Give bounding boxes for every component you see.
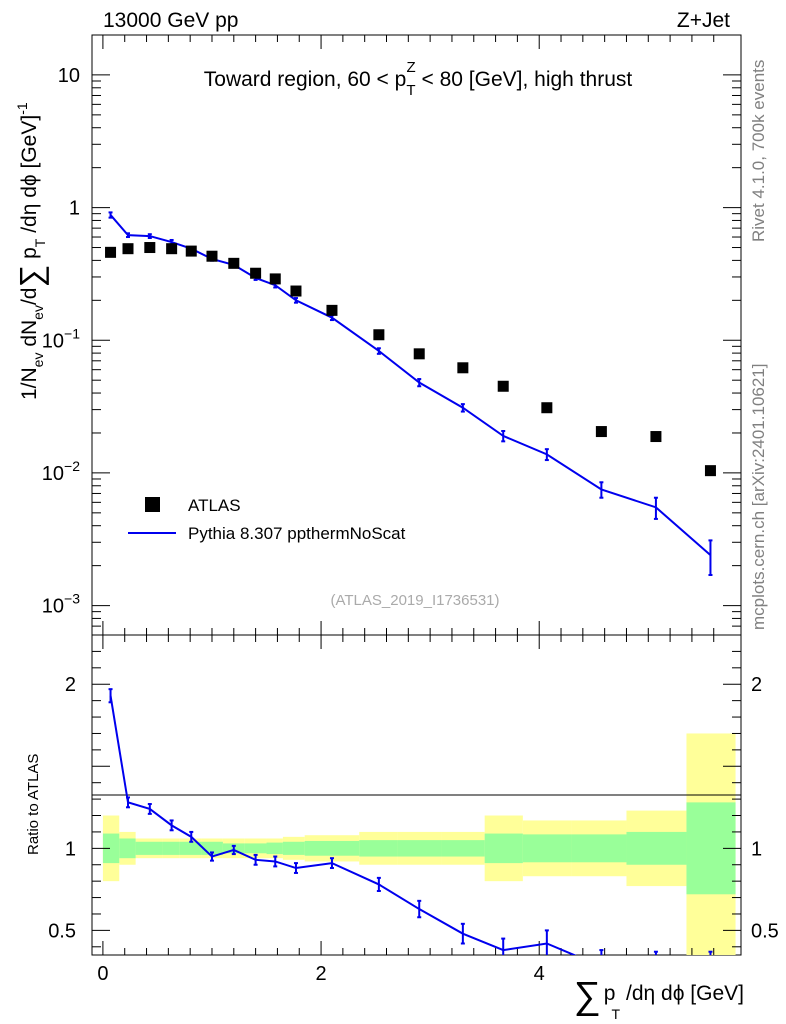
y-tick-base: 10 <box>42 463 64 485</box>
ratio-band-inner <box>102 802 736 895</box>
data-point <box>228 257 240 269</box>
data-point <box>413 348 425 360</box>
ylabel-p4: ev <box>30 305 46 320</box>
ratio-y-label: Ratio to ATLAS <box>25 754 42 855</box>
process-label: Z+Jet <box>677 9 730 32</box>
energy-label: 13000 GeV pp <box>103 9 238 32</box>
ratio-band-inner-bin <box>522 834 572 863</box>
y-tick-base: 10 <box>42 596 64 618</box>
y-tick-base: 10 <box>42 330 64 352</box>
title-part-1: Toward region, 60 < p <box>204 68 407 91</box>
ratio-y-tick-label-right: 2 <box>751 674 762 696</box>
data-point <box>166 243 178 255</box>
data-point <box>290 285 302 297</box>
ratio-band-inner-bin <box>571 834 627 863</box>
y-tick-label: 1 <box>69 198 80 220</box>
ratio-band-inner-bin <box>135 841 163 855</box>
y-tick-exp: −1 <box>64 325 80 341</box>
ratio-band-inner-bin <box>626 831 687 865</box>
ylabel-p5: /d <box>18 288 41 306</box>
y-tick-label: 10−3 <box>42 591 80 618</box>
data-point <box>206 250 218 262</box>
y-tick-label: 10 <box>58 65 80 87</box>
xlabel-sum: ∑ <box>574 975 601 1017</box>
data-point <box>185 245 197 257</box>
ratio-y-tick-label: 2 <box>65 674 76 696</box>
ratio-y-tick-label-right: 1 <box>751 838 762 860</box>
title-part-2: < 80 [GeV], high thrust <box>416 68 633 91</box>
xlabel-rest: /dη dϕ [GeV] <box>626 982 744 1005</box>
legend-label-pythia: Pythia 8.307 ppthermNoScat <box>188 524 406 543</box>
data-point <box>373 329 385 341</box>
data-series-main <box>105 242 716 477</box>
y-tick-exp: −2 <box>64 458 80 474</box>
ylabel-sum: ∑ <box>13 265 49 288</box>
ratio-band-inner-bin <box>304 840 360 856</box>
y-axis-label: 1/Nev dNev/d∑ pT /dη dϕ [GeV]-1 <box>13 102 49 400</box>
xlabel-t: T <box>611 1006 620 1022</box>
mcplots-label: mcplots.cern.ch [arXiv:2401.10621] <box>749 364 768 630</box>
ylabel-p10: -1 <box>14 102 30 115</box>
y-tick-base: 10 <box>58 65 80 87</box>
ratio-band-inner-bin <box>484 833 523 864</box>
x-tick-label: 0 <box>97 963 108 985</box>
data-point <box>595 426 607 438</box>
legend-label-atlas: ATLAS <box>188 496 241 515</box>
ratio-band-inner-bin <box>179 841 202 855</box>
ratio-band-inner-bin <box>282 841 305 855</box>
data-point <box>269 273 281 285</box>
data-point <box>250 267 262 279</box>
data-point <box>497 380 509 392</box>
ylabel-p7: p <box>18 247 41 265</box>
ratio-band-inner-bin <box>441 840 485 857</box>
ratio-y-tick-label: 1 <box>65 838 76 860</box>
ratio-band-inner-bin <box>119 838 136 859</box>
rivet-label: Rivet 4.1.0, 700k events <box>749 60 768 242</box>
mc-series-main <box>108 211 713 576</box>
data-point <box>541 402 553 414</box>
mc-series-ratio <box>108 688 713 955</box>
x-tick-label: 2 <box>315 963 326 985</box>
x-axis-label: ∑ p T/dη dϕ [GeV] <box>574 975 744 1022</box>
analysis-watermark: (ATLAS_2019_I1736531) <box>330 592 499 609</box>
legend-marker-atlas <box>145 497 160 512</box>
y-tick-base: 1 <box>69 198 80 220</box>
main-plot-frame <box>91 34 742 636</box>
ratio-y-tick-label: 0.5 <box>48 920 76 942</box>
chart-title: Toward region, 60 < pTZ < 80 [GeV], high… <box>204 59 633 99</box>
data-point <box>105 246 117 258</box>
ylabel-p9: /dη dϕ [GeV] <box>18 115 41 239</box>
ratio-band-inner-bin <box>266 842 283 855</box>
data-point <box>650 431 662 443</box>
y-tick-label: 10−1 <box>42 325 80 352</box>
x-tick-label: 4 <box>534 963 545 985</box>
data-point <box>704 465 716 477</box>
data-point <box>144 242 156 254</box>
ratio-band-inner-bin <box>162 841 180 855</box>
ratio-band-inner-bin <box>397 840 442 857</box>
y-tick-label: 10−2 <box>42 458 80 485</box>
ratio-y-tick-label-right: 0.5 <box>751 920 779 942</box>
ylabel-p3: dN <box>18 320 41 353</box>
title-sub-t: T <box>406 82 415 99</box>
ylabel-p2: ev <box>30 353 46 368</box>
xlabel-p: p <box>604 982 616 1005</box>
data-point <box>326 304 338 316</box>
ylabel-p1: 1/N <box>18 367 41 400</box>
ylabel-p8: T <box>32 238 48 247</box>
ratio-band-inner-bin <box>244 843 267 854</box>
y-tick-exp: −3 <box>64 591 80 607</box>
ratio-band-inner-bin <box>102 833 120 864</box>
data-point <box>457 362 469 374</box>
data-point <box>122 243 134 255</box>
title-sup-z: Z <box>407 59 416 76</box>
ratio-band-inner-bin <box>359 840 398 857</box>
